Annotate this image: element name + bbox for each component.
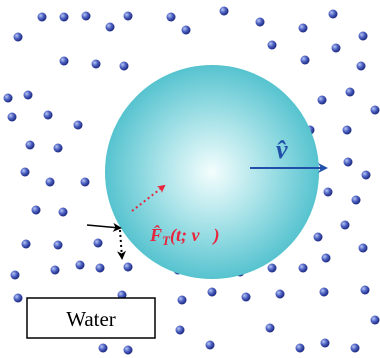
water-molecule [371, 316, 380, 325]
water-molecule [268, 264, 277, 273]
water-molecule [357, 62, 366, 71]
water-molecule [54, 241, 63, 250]
diagram: v̂ F̂T(t; v⃗) Water [0, 0, 380, 358]
water-molecule [167, 13, 176, 22]
rebound-arrow [120, 230, 122, 258]
water-molecule [178, 296, 187, 305]
water-molecule [14, 33, 23, 42]
water-molecule [11, 271, 20, 280]
water-molecule [74, 121, 83, 130]
water-molecule [22, 240, 31, 249]
water-molecule [329, 10, 338, 19]
force-symbol: F̂ [149, 225, 162, 245]
water-molecule [321, 339, 330, 348]
water-molecule [54, 144, 63, 153]
water-molecule [301, 56, 310, 65]
collision-arrow [87, 225, 120, 228]
water-molecule [60, 57, 69, 66]
water-molecule [276, 290, 285, 299]
water-molecule [182, 26, 191, 35]
water-molecule [81, 178, 90, 187]
water-molecule [8, 113, 17, 122]
water-molecule [92, 60, 101, 69]
water-molecule [4, 94, 13, 103]
water-molecule [59, 208, 68, 217]
water-molecule [314, 233, 323, 242]
water-molecule [99, 344, 108, 353]
water-molecule [359, 244, 368, 253]
water-molecule [352, 196, 361, 205]
water-molecule [124, 12, 133, 21]
water-molecule [208, 288, 217, 297]
force-label: F̂T(t; v⃗) [149, 225, 219, 248]
water-molecule [344, 158, 353, 167]
water-molecule [38, 13, 47, 22]
force-args: (t; v⃗) [170, 225, 219, 246]
water-molecule [124, 346, 133, 355]
water-molecule [296, 344, 305, 353]
water-molecule [346, 88, 355, 97]
water-molecule [120, 62, 129, 71]
water-molecule [21, 168, 30, 177]
water-molecule [299, 264, 308, 273]
water-molecule [299, 24, 308, 33]
water-molecule [242, 293, 251, 302]
particle-sphere [105, 65, 319, 279]
water-molecule [206, 341, 215, 350]
water-molecule [318, 96, 327, 105]
water-molecule [176, 326, 185, 335]
water-molecule [371, 106, 380, 115]
water-molecule [24, 91, 33, 100]
water-molecule [268, 41, 277, 50]
water-molecule [362, 171, 371, 180]
water-molecule [220, 7, 229, 16]
water-molecule [351, 344, 360, 353]
water-molecule [51, 266, 60, 275]
water-molecule [26, 141, 35, 150]
water-molecule [124, 263, 133, 272]
water-molecule [76, 261, 85, 270]
water-molecule [82, 12, 91, 21]
water-molecule [343, 126, 352, 135]
water-molecule [332, 44, 341, 53]
water-molecule [46, 178, 55, 187]
water-label: Water [66, 307, 116, 331]
water-molecule [106, 23, 115, 32]
page: {"velocity_label": "v̂", "force_label": … [0, 0, 380, 358]
water-molecule [324, 188, 333, 197]
water-molecule [96, 264, 105, 273]
water-molecule [341, 221, 350, 230]
water-molecule [14, 294, 23, 303]
water-molecule [361, 286, 370, 295]
water-molecule [266, 324, 275, 333]
water-molecule [322, 254, 331, 263]
water-molecule [320, 288, 329, 297]
water-molecule [44, 111, 53, 120]
water-molecule [256, 18, 265, 27]
velocity-label: v̂ [276, 135, 288, 164]
water-molecule [359, 32, 368, 41]
water-molecule [32, 206, 41, 215]
water-molecule [60, 13, 69, 22]
water-molecule [94, 239, 103, 248]
